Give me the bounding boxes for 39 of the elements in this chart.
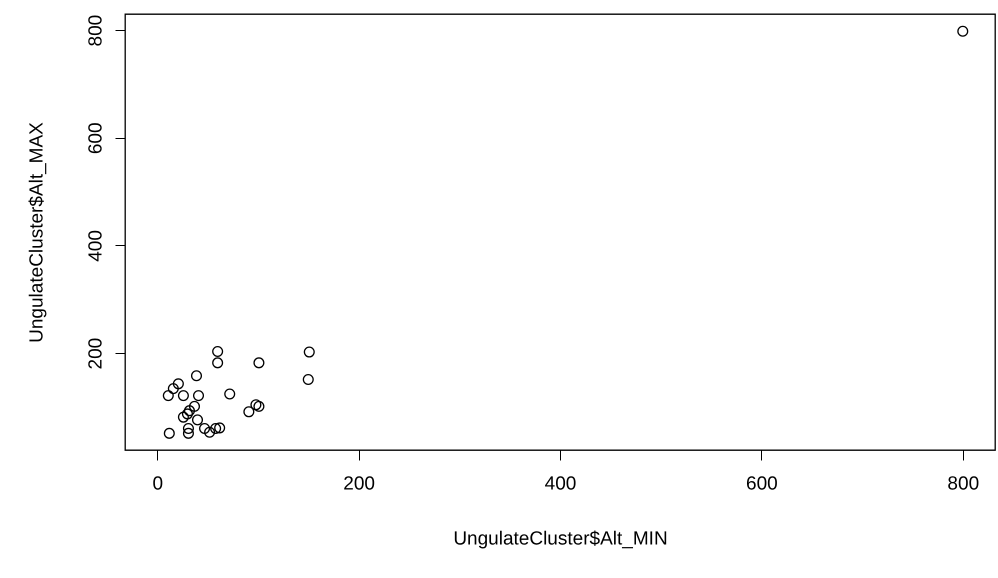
x-tick-label: 400 bbox=[544, 474, 576, 494]
y-axis-title: UngulateCluster$Alt_MAX bbox=[26, 122, 48, 343]
point bbox=[253, 357, 264, 368]
point bbox=[178, 412, 189, 423]
point bbox=[204, 426, 216, 438]
y-tick-label: 800 bbox=[86, 14, 106, 46]
point bbox=[957, 26, 968, 37]
point bbox=[210, 422, 222, 434]
point bbox=[162, 390, 174, 402]
x-tick-label: 200 bbox=[343, 474, 375, 494]
point bbox=[212, 357, 224, 368]
point bbox=[190, 370, 202, 382]
point bbox=[184, 405, 195, 416]
y-tick-label: 400 bbox=[86, 230, 106, 262]
point bbox=[182, 408, 193, 420]
point bbox=[224, 388, 236, 400]
point bbox=[250, 399, 262, 410]
point bbox=[164, 428, 175, 439]
x-axis-title: UngulateCluster$Alt_MIN bbox=[453, 528, 668, 550]
point bbox=[178, 390, 189, 402]
point bbox=[172, 378, 184, 390]
point bbox=[302, 374, 314, 385]
x-tick-label: 600 bbox=[746, 474, 778, 494]
point bbox=[192, 390, 204, 402]
point bbox=[214, 422, 226, 434]
point bbox=[168, 383, 179, 394]
x-tick-label: 800 bbox=[947, 474, 980, 494]
point bbox=[304, 346, 315, 358]
point bbox=[212, 346, 224, 358]
point bbox=[182, 428, 194, 439]
y-tick-label: 600 bbox=[86, 122, 106, 154]
point bbox=[188, 400, 200, 412]
point bbox=[253, 400, 264, 412]
point bbox=[182, 422, 194, 434]
point bbox=[199, 422, 210, 434]
y-tick-label: 200 bbox=[86, 338, 106, 370]
point bbox=[243, 406, 254, 418]
point bbox=[192, 414, 204, 426]
x-tick-label: 0 bbox=[152, 474, 164, 494]
